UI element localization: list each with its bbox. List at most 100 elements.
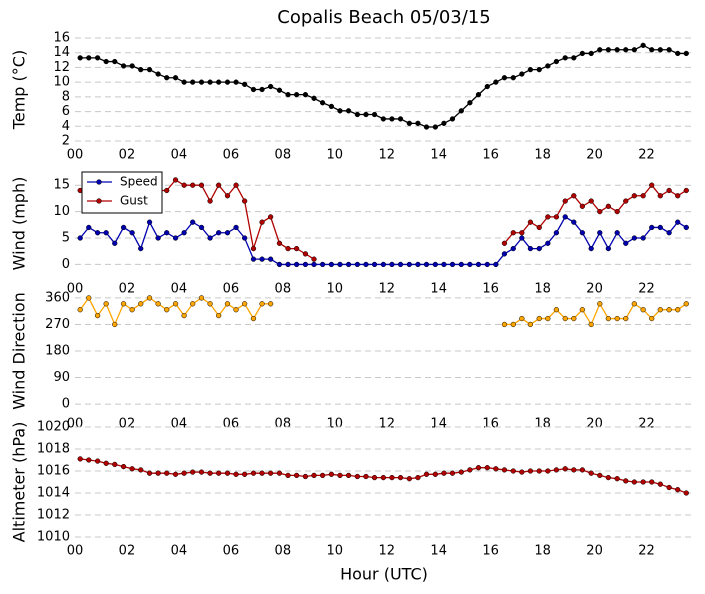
data-point — [657, 193, 663, 199]
data-point — [146, 295, 153, 301]
y-tick-label: 1014 — [37, 486, 70, 501]
data-point — [155, 235, 161, 241]
data-point — [172, 301, 179, 307]
chart-title: Copalis Beach 05/03/15 — [277, 7, 490, 28]
data-point — [198, 79, 205, 85]
legend-label: Gust — [120, 194, 148, 208]
y-tick-label: 8 — [62, 89, 70, 104]
data-point — [293, 92, 300, 98]
data-point — [510, 75, 516, 81]
data-point — [406, 476, 412, 482]
data-point — [536, 315, 542, 322]
y-axis-label: Wind (mph) — [10, 177, 29, 271]
data-point — [285, 472, 291, 479]
data-point — [259, 86, 265, 93]
data-point — [337, 108, 343, 114]
data-point — [510, 468, 516, 474]
data-point — [666, 307, 672, 313]
data-point — [527, 321, 534, 328]
y-tick-label: 270 — [45, 317, 70, 332]
data-point — [475, 465, 482, 471]
data-point — [415, 261, 421, 268]
data-point — [519, 230, 525, 236]
data-point — [562, 214, 568, 220]
data-point — [510, 245, 516, 252]
data-point — [657, 307, 663, 313]
x-tick-label: 16 — [482, 544, 499, 559]
x-tick-label: 22 — [638, 417, 655, 432]
data-point — [293, 261, 300, 268]
data-point — [181, 470, 187, 476]
data-point — [311, 256, 317, 262]
data-point — [216, 79, 222, 85]
x-tick-label: 20 — [586, 282, 603, 297]
data-point — [112, 240, 118, 246]
data-point — [103, 301, 109, 307]
data-point — [207, 301, 213, 307]
x-tick-label: 14 — [430, 282, 447, 297]
x-tick-label: 14 — [430, 417, 447, 432]
x-tick-label: 18 — [534, 282, 551, 297]
data-point — [484, 83, 490, 90]
x-tick-label: 12 — [378, 417, 395, 432]
data-point — [649, 224, 655, 231]
x-tick-label: 12 — [378, 148, 395, 163]
data-point — [94, 230, 101, 236]
data-point — [120, 63, 127, 69]
x-tick-label: 02 — [119, 148, 136, 163]
data-point — [415, 120, 421, 126]
data-point — [241, 81, 248, 87]
x-tick-label: 20 — [586, 544, 603, 559]
data-point — [302, 251, 309, 257]
data-point — [233, 79, 239, 85]
data-point — [241, 301, 248, 307]
data-point — [449, 470, 456, 476]
data-point — [138, 245, 144, 252]
data-point — [597, 472, 603, 479]
data-point — [519, 315, 525, 322]
data-point — [545, 240, 551, 246]
x-tick-label: 00 — [67, 282, 84, 297]
data-point — [449, 261, 456, 268]
data-point — [397, 261, 404, 268]
data-point — [241, 198, 248, 204]
data-point — [675, 307, 681, 313]
data-point — [241, 471, 248, 477]
data-point — [380, 116, 387, 122]
y-tick-label: 6 — [62, 104, 70, 119]
data-point — [241, 235, 248, 241]
data-point — [129, 307, 135, 313]
data-point — [527, 468, 534, 474]
data-point — [501, 467, 508, 473]
data-point — [345, 261, 352, 268]
data-point — [467, 467, 473, 473]
data-point — [302, 261, 309, 268]
data-point — [164, 230, 170, 236]
data-point — [389, 261, 395, 268]
data-point — [198, 224, 205, 231]
data-point — [77, 307, 83, 313]
data-point — [380, 261, 387, 268]
data-point — [640, 479, 646, 485]
data-point — [631, 193, 637, 199]
x-tick-label: 04 — [171, 282, 188, 297]
data-point — [86, 457, 92, 463]
data-point — [423, 124, 430, 130]
data-point — [389, 474, 395, 481]
x-tick-label: 18 — [534, 148, 551, 163]
data-point — [553, 230, 560, 236]
data-point — [597, 230, 603, 236]
data-point — [683, 50, 689, 57]
data-point — [562, 466, 568, 472]
data-point — [614, 208, 620, 215]
data-point — [129, 466, 135, 472]
y-tick-label: 4 — [62, 119, 70, 134]
y-tick-label: 10 — [53, 75, 70, 90]
y-tick-label: 14 — [53, 45, 70, 60]
data-point — [155, 71, 161, 77]
data-point — [640, 42, 646, 49]
data-point — [172, 75, 179, 81]
data-point — [614, 230, 620, 236]
data-point — [666, 187, 672, 194]
x-tick-label: 14 — [430, 148, 447, 163]
